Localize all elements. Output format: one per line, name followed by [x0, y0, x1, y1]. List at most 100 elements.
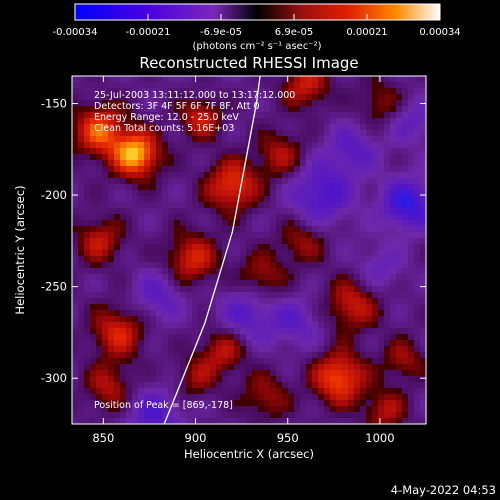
- heatmap-cell: [270, 352, 277, 359]
- heatmap-cell: [408, 328, 415, 335]
- heatmap-cell: [108, 238, 115, 245]
- heatmap-cell: [330, 310, 337, 317]
- heatmap-cell: [282, 202, 289, 209]
- heatmap-cell: [390, 76, 397, 83]
- colorbar-ticks: -0.00034 -0.00021 -6.9e-05 6.9e-05 0.00021 0.…: [53, 14, 461, 38]
- heatmap-cell: [186, 340, 193, 347]
- heatmap-cell: [78, 400, 85, 407]
- heatmap-cell: [384, 304, 391, 311]
- heatmap-cell: [90, 274, 97, 281]
- heatmap-cell: [300, 346, 307, 353]
- heatmap-cell: [186, 280, 193, 287]
- heatmap-cell: [324, 76, 331, 83]
- heatmap-cell: [318, 238, 325, 245]
- heatmap-cell: [372, 238, 379, 245]
- heatmap-cell: [348, 178, 355, 185]
- colorbar-tick-label: -0.00034: [53, 27, 98, 38]
- heatmap-cell: [336, 154, 343, 161]
- heatmap-cell: [90, 76, 97, 83]
- heatmap-cell: [330, 88, 337, 95]
- heatmap-cell: [90, 202, 97, 209]
- heatmap-cell: [96, 280, 103, 287]
- heatmap-cell: [144, 190, 151, 197]
- heatmap-cell: [102, 274, 109, 281]
- heatmap-cell: [132, 214, 139, 221]
- heatmap-cell: [252, 118, 259, 125]
- heatmap-cell: [294, 406, 301, 413]
- heatmap-cell: [198, 172, 205, 179]
- heatmap-cell: [396, 406, 403, 413]
- heatmap-cell: [396, 298, 403, 305]
- heatmap-cell: [402, 292, 409, 299]
- heatmap-cell: [252, 358, 259, 365]
- heatmap-cell: [222, 208, 229, 215]
- heatmap-cell: [354, 142, 361, 149]
- heatmap-cell: [270, 190, 277, 197]
- heatmap-cell: [72, 298, 79, 305]
- heatmap-cell: [318, 124, 325, 131]
- heatmap-cell: [402, 142, 409, 149]
- heatmap-cell: [144, 298, 151, 305]
- heatmap-cell: [258, 220, 265, 227]
- heatmap-cell: [414, 136, 421, 143]
- heatmap-cell: [378, 256, 385, 263]
- heatmap-cell: [168, 214, 175, 221]
- heatmap-cell: [228, 298, 235, 305]
- heatmap-cell: [102, 196, 109, 203]
- heatmap-cell: [156, 220, 163, 227]
- heatmap-cell: [300, 166, 307, 173]
- heatmap-cell: [180, 256, 187, 263]
- heatmap-cell: [234, 94, 241, 101]
- heatmap-cell: [270, 76, 277, 83]
- heatmap-cell: [414, 112, 421, 119]
- heatmap-cell: [234, 268, 241, 275]
- heatmap-cell: [168, 292, 175, 299]
- heatmap-cell: [84, 418, 91, 424]
- heatmap-cell: [354, 370, 361, 377]
- heatmap-cell: [84, 370, 91, 377]
- heatmap-cell: [402, 280, 409, 287]
- heatmap-cell: [126, 310, 133, 317]
- heatmap-cell: [396, 112, 403, 119]
- heatmap-cell: [222, 94, 229, 101]
- heatmap-cell: [330, 274, 337, 281]
- heatmap-cell: [354, 382, 361, 389]
- heatmap-cell: [240, 352, 247, 359]
- heatmap-cell: [420, 286, 426, 293]
- heatmap-cell: [222, 196, 229, 203]
- heatmap-cell: [348, 196, 355, 203]
- heatmap-cell: [180, 154, 187, 161]
- heatmap-cell: [246, 124, 253, 131]
- heatmap-cell: [282, 166, 289, 173]
- heatmap-cell: [360, 328, 367, 335]
- heatmap-cell: [174, 376, 181, 383]
- heatmap-cell: [252, 268, 259, 275]
- heatmap-cell: [120, 298, 127, 305]
- heatmap-cell: [102, 382, 109, 389]
- heatmap-cell: [282, 268, 289, 275]
- heatmap-cell: [156, 130, 163, 137]
- heatmap-cell: [390, 250, 397, 257]
- heatmap-cell: [168, 406, 175, 413]
- heatmap-cell: [420, 232, 426, 239]
- heatmap-cell: [156, 274, 163, 281]
- heatmap-cell: [342, 142, 349, 149]
- heatmap-cell: [234, 124, 241, 131]
- heatmap-cell: [78, 178, 85, 185]
- heatmap-cell: [312, 244, 319, 251]
- heatmap-cell: [144, 142, 151, 149]
- heatmap-cell: [126, 82, 133, 89]
- heatmap-cell: [174, 154, 181, 161]
- heatmap-cell: [336, 352, 343, 359]
- heatmap-cell: [144, 262, 151, 269]
- heatmap-cell: [180, 226, 187, 233]
- heatmap-cell: [306, 244, 313, 251]
- heatmap-cell: [96, 244, 103, 251]
- heatmap-cell: [204, 184, 211, 191]
- heatmap-cell: [120, 292, 127, 299]
- heatmap-cell: [240, 262, 247, 269]
- heatmap-cell: [126, 190, 133, 197]
- heatmap-cell: [168, 112, 175, 119]
- heatmap-cell: [258, 394, 265, 401]
- heatmap-cell: [270, 322, 277, 329]
